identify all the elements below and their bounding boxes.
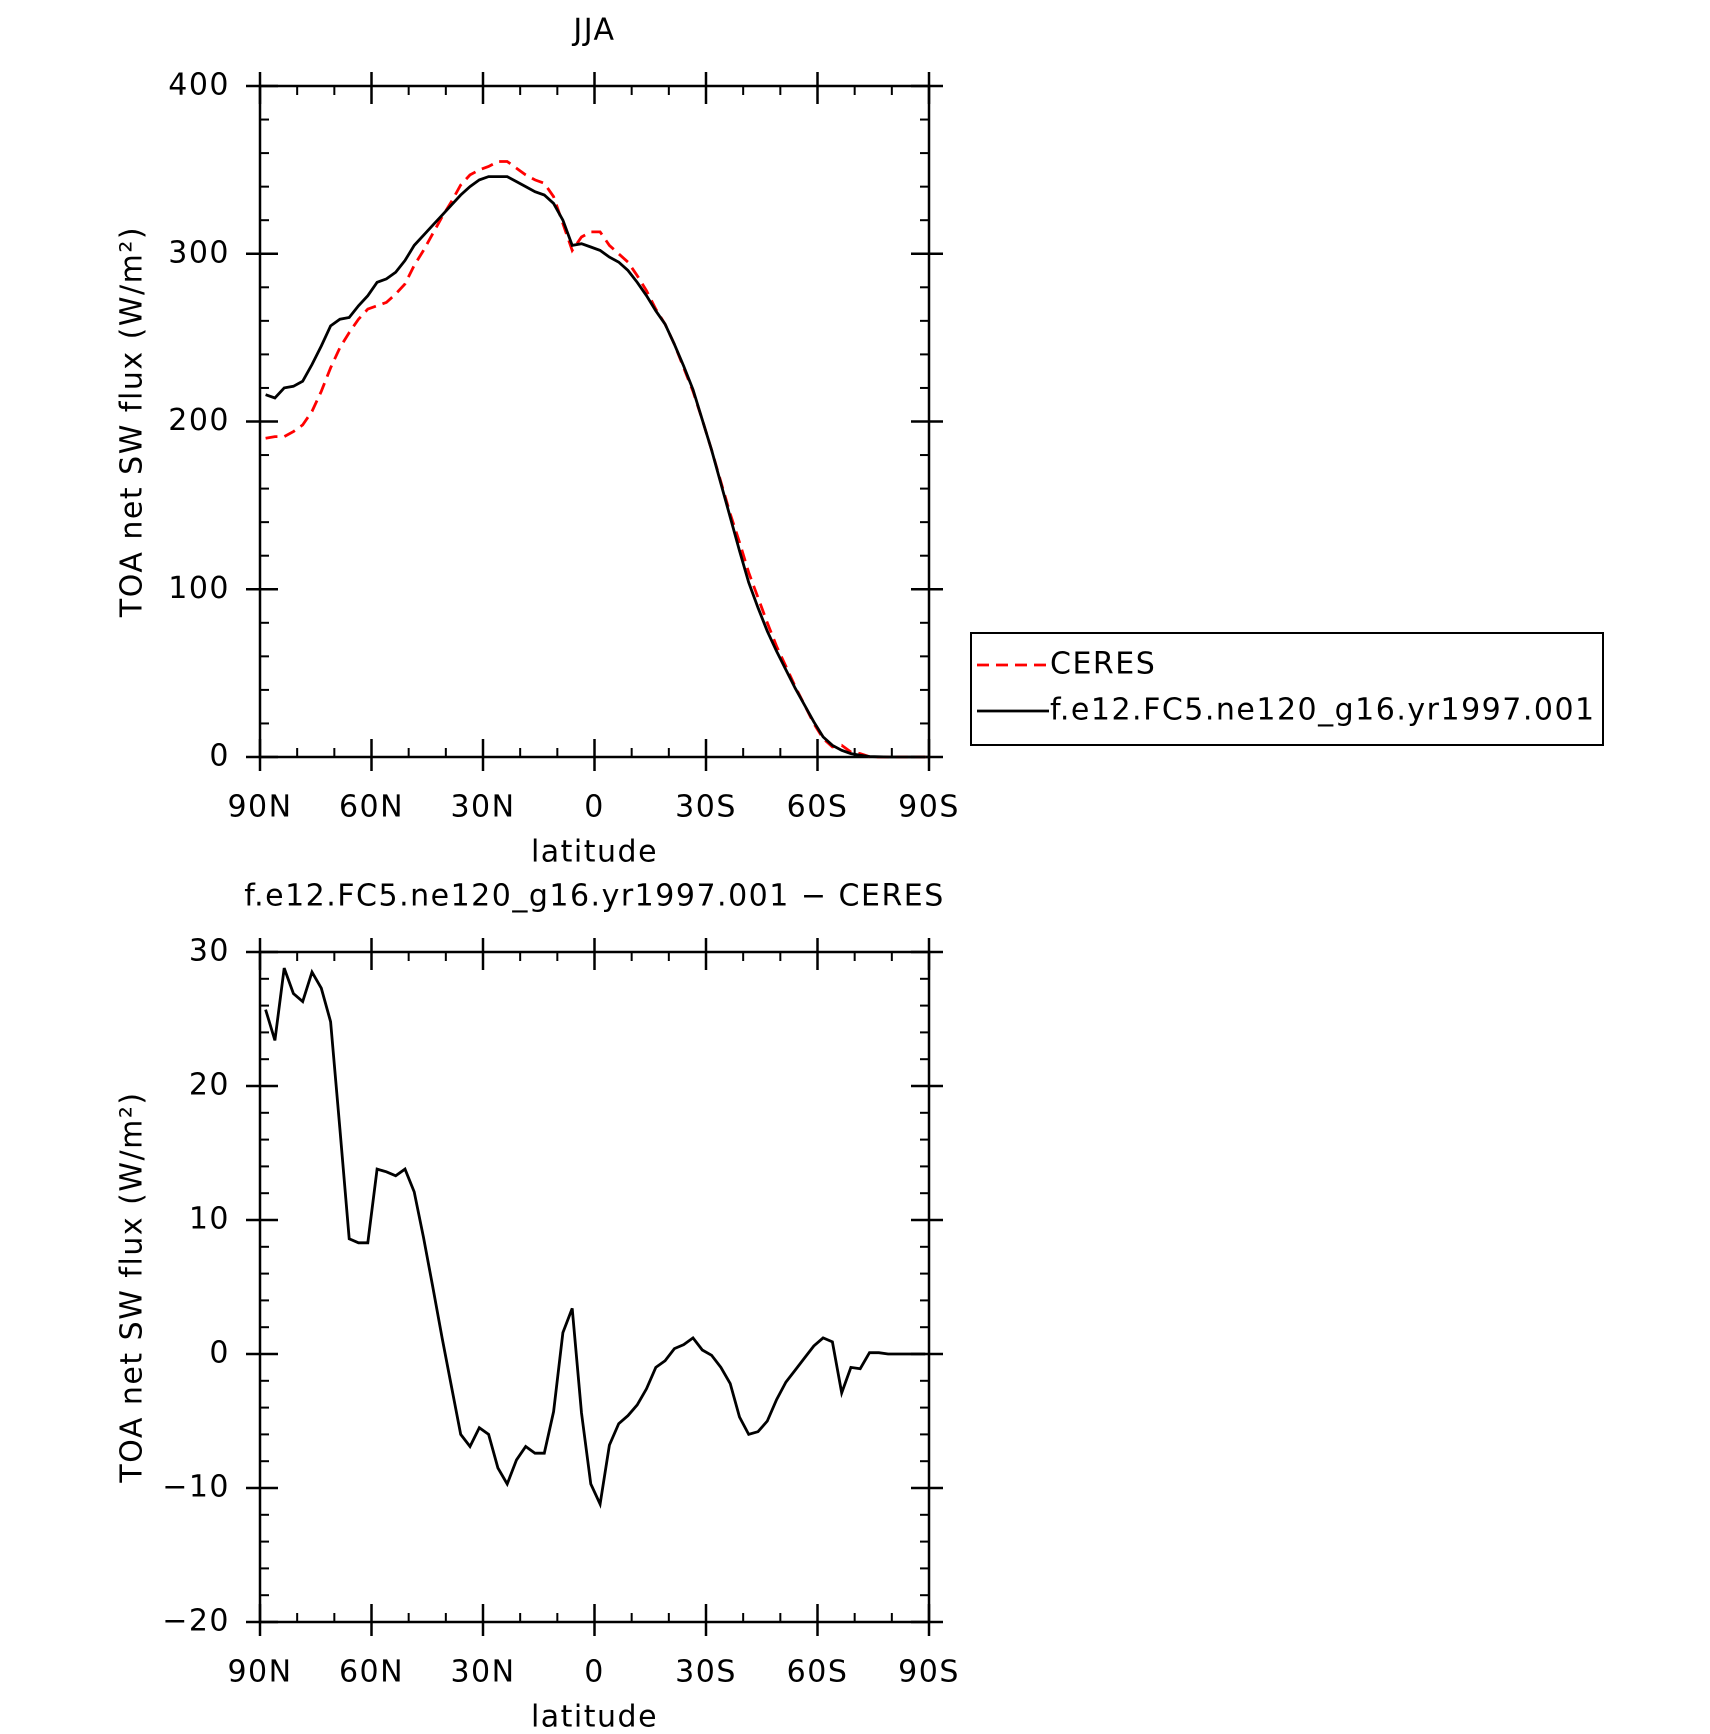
- y-axis-label: TOA net SW flux (W/m²): [115, 226, 150, 618]
- y-tick-label: −10: [162, 1470, 230, 1505]
- legend-label: f.e12.FC5.ne120_g16.yr1997.001: [1050, 693, 1596, 728]
- y-tick-label: 20: [189, 1068, 230, 1103]
- x-tick-label: 60N: [339, 1655, 404, 1690]
- x-tick-label: 60S: [787, 1655, 849, 1690]
- x-tick-label: 30S: [675, 790, 737, 825]
- y-tick-label: 10: [189, 1202, 230, 1237]
- x-tick-label: 90S: [898, 1655, 960, 1690]
- x-axis-label: latitude: [531, 835, 658, 870]
- y-tick-label: 400: [168, 68, 230, 103]
- x-tick-label: 60N: [339, 790, 404, 825]
- legend-box: [970, 632, 1604, 746]
- y-tick-label: 0: [209, 1336, 230, 1371]
- y-tick-label: 300: [168, 235, 230, 270]
- x-tick-label: 60S: [787, 790, 849, 825]
- series-line: [264, 967, 926, 1509]
- y-tick-label: 100: [168, 571, 230, 606]
- series-line: [265, 160, 926, 759]
- plot-frame: [258, 950, 931, 1624]
- x-tick-label: 90S: [898, 790, 960, 825]
- series-line: [265, 175, 926, 759]
- chart-title: f.e12.FC5.ne120_g16.yr1997.001 − CERES: [244, 879, 945, 914]
- plot-frame: [258, 84, 931, 759]
- chart-title: JJA: [571, 13, 615, 48]
- x-tick-label: 30S: [675, 1655, 737, 1690]
- y-axis-label: TOA net SW flux (W/m²): [115, 1091, 150, 1483]
- y-tick-label: 200: [168, 403, 230, 438]
- x-tick-label: 90N: [227, 1655, 292, 1690]
- y-tick-label: −20: [162, 1604, 230, 1639]
- y-tick-label: 30: [189, 934, 230, 969]
- x-tick-label: 0: [584, 790, 605, 825]
- legend-label: CERES: [1050, 647, 1156, 682]
- x-axis-label: latitude: [531, 1700, 658, 1734]
- y-tick-label: 0: [209, 739, 230, 774]
- x-tick-label: 0: [584, 1655, 605, 1690]
- x-tick-label: 30N: [450, 790, 515, 825]
- x-tick-label: 30N: [450, 1655, 515, 1690]
- x-tick-label: 90N: [227, 790, 292, 825]
